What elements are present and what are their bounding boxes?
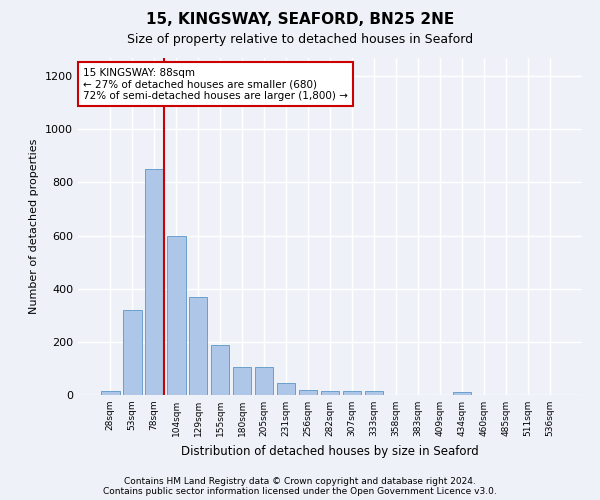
Bar xyxy=(320,391,340,395)
Bar xyxy=(167,236,185,395)
Bar xyxy=(299,390,317,395)
Text: Contains HM Land Registry data © Crown copyright and database right 2024.: Contains HM Land Registry data © Crown c… xyxy=(124,477,476,486)
X-axis label: Distribution of detached houses by size in Seaford: Distribution of detached houses by size … xyxy=(181,444,479,458)
Bar xyxy=(189,296,208,395)
Bar xyxy=(233,367,251,395)
Bar xyxy=(255,367,274,395)
Bar xyxy=(123,310,142,395)
Bar xyxy=(343,391,361,395)
Text: Size of property relative to detached houses in Seaford: Size of property relative to detached ho… xyxy=(127,32,473,46)
Bar xyxy=(211,344,229,395)
Text: 15, KINGSWAY, SEAFORD, BN25 2NE: 15, KINGSWAY, SEAFORD, BN25 2NE xyxy=(146,12,454,28)
Text: 15 KINGSWAY: 88sqm
← 27% of detached houses are smaller (680)
72% of semi-detach: 15 KINGSWAY: 88sqm ← 27% of detached hou… xyxy=(83,68,348,101)
Bar xyxy=(101,391,119,395)
Y-axis label: Number of detached properties: Number of detached properties xyxy=(29,138,40,314)
Bar xyxy=(145,169,164,395)
Bar xyxy=(277,383,295,395)
Bar xyxy=(365,391,383,395)
Bar xyxy=(452,392,471,395)
Text: Contains public sector information licensed under the Open Government Licence v3: Contains public sector information licen… xyxy=(103,487,497,496)
